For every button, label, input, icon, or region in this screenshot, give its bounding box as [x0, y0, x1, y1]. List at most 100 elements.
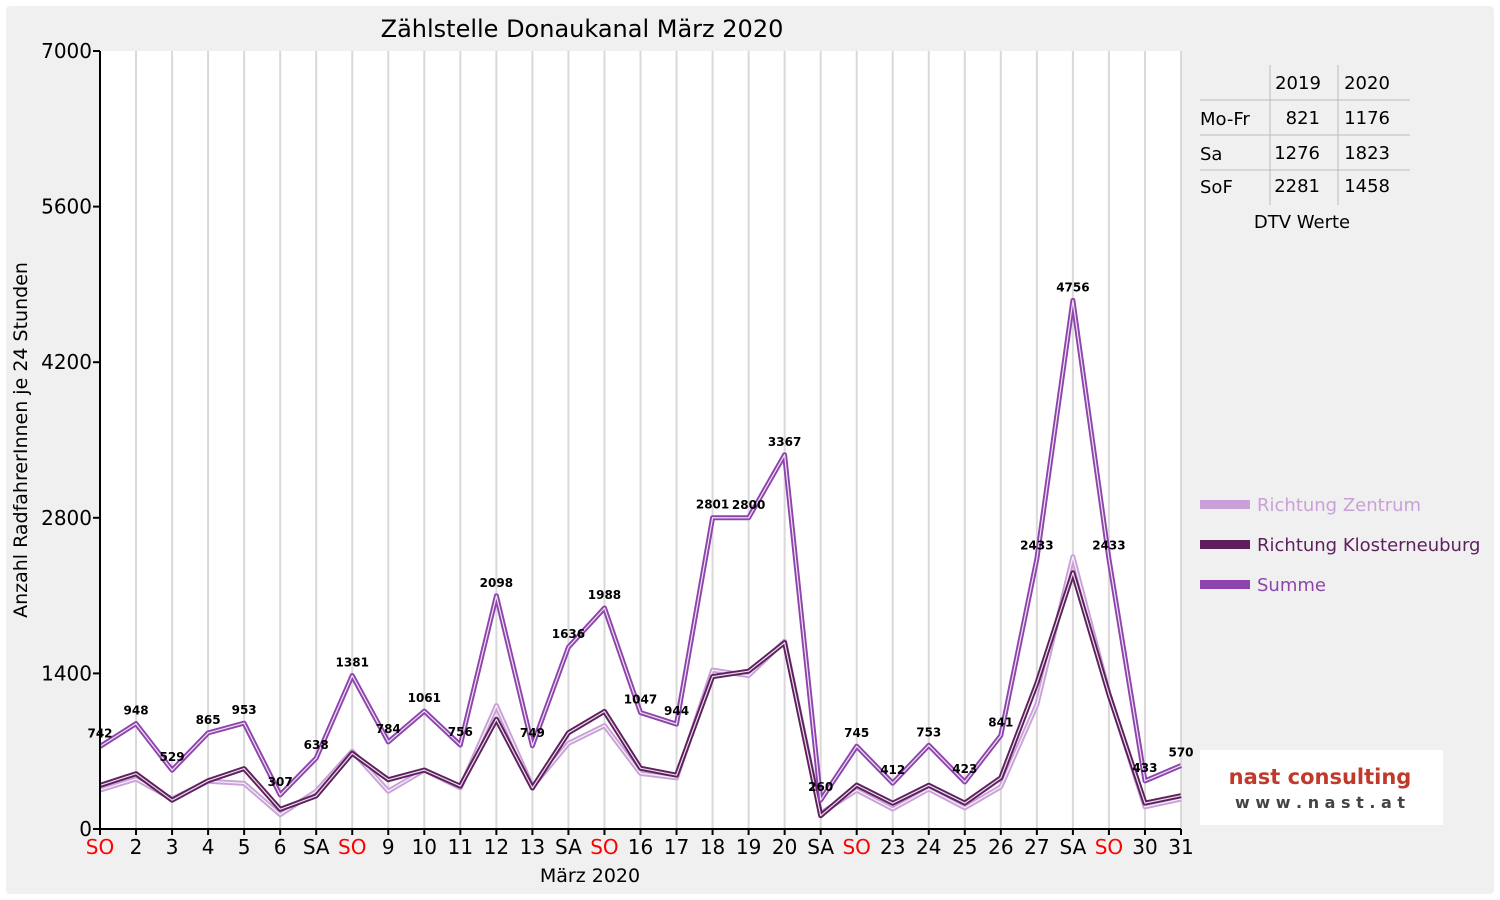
legend-label: Richtung Klosterneuburg [1257, 535, 1480, 556]
x-tick-label: 27 [1024, 835, 1049, 859]
data-label: 865 [196, 713, 221, 727]
x-tick-label: 9 [382, 835, 395, 859]
x-tick-label: 2 [130, 835, 143, 859]
x-tick-label: SA [1060, 835, 1087, 859]
legend-swatch [1200, 540, 1250, 549]
x-tick-label: 20 [772, 835, 797, 859]
x-tick-label: 19 [736, 835, 761, 859]
data-label: 4756 [1056, 280, 1089, 294]
table-cell: 1276 [1274, 143, 1320, 164]
table-row-label: Sa [1200, 144, 1222, 165]
nast-logo: nast consulting w w w . n a s t . a t [1200, 750, 1443, 825]
data-label: 638 [304, 738, 329, 752]
data-label: 412 [880, 763, 905, 777]
data-label: 784 [376, 722, 401, 736]
logo-box [1200, 750, 1443, 825]
data-label: 841 [988, 716, 1013, 730]
table-header: 2019 [1275, 73, 1321, 94]
data-label: 756 [448, 725, 473, 739]
table-cell: 1458 [1344, 176, 1390, 197]
x-tick-label: SO [338, 835, 366, 859]
data-label: 948 [124, 704, 149, 718]
x-tick-label: 4 [202, 835, 215, 859]
series-line-highlight-richtung-zentrum [99, 556, 1182, 816]
table-cell: 1176 [1344, 108, 1390, 129]
x-tick-label: SA [303, 835, 330, 859]
legend: Richtung Zentrum Richtung Klosterneuburg S… [1200, 495, 1480, 596]
y-tick-label: 5600 [41, 195, 92, 219]
x-tick-label: 31 [1168, 835, 1193, 859]
data-label: 3367 [768, 435, 801, 449]
y-axis-title: Anzahl RadfahrerInnen je 24 Stunden [10, 262, 32, 618]
table-cell: 821 [1286, 108, 1320, 129]
y-ticks: 0 1400 2800 4200 5600 7000 [41, 39, 100, 841]
table-caption: DTV Werte [1254, 212, 1350, 233]
x-tick-label: 23 [880, 835, 905, 859]
x-tick-label: 12 [484, 835, 509, 859]
data-label: 1047 [624, 693, 657, 707]
data-label: 2800 [732, 498, 765, 512]
y-tick-label: 2800 [41, 506, 92, 530]
logo-url: w w w . n a s t . a t [1235, 793, 1405, 812]
x-tick-label: SO [86, 835, 114, 859]
legend-label: Richtung Zentrum [1257, 495, 1421, 516]
x-tick-label: SA [807, 835, 834, 859]
legend-swatch [1200, 500, 1250, 509]
data-label: 1636 [552, 627, 585, 641]
series-line-highlight-richtung-klosterneuburg [99, 572, 1182, 817]
x-tick-label: 30 [1132, 835, 1157, 859]
x-tick-label: SO [1095, 835, 1123, 859]
data-label: 260 [808, 780, 833, 794]
series-layer [98, 297, 1182, 819]
data-label: 2098 [480, 576, 513, 590]
data-label: 2801 [696, 498, 729, 512]
x-axis-title: März 2020 [540, 865, 640, 887]
x-tick-label: 25 [952, 835, 977, 859]
data-label: 433 [1132, 761, 1157, 775]
y-tick-label: 7000 [41, 39, 92, 63]
table-header: 2020 [1344, 73, 1390, 94]
data-label: 753 [916, 725, 941, 739]
x-tick-label: SO [590, 835, 618, 859]
x-tick-label: 16 [628, 835, 653, 859]
legend-swatch [1200, 580, 1250, 589]
x-ticks: SO 2 3 4 5 6 SA SO 9 10 11 12 13 SA SO 16 17 18 19 20 SA SO 23… [86, 829, 1194, 859]
legend-label: Summe [1257, 575, 1326, 596]
logo-name: nast consulting [1229, 765, 1412, 789]
data-label: 1061 [408, 691, 441, 705]
data-label: 1988 [588, 588, 621, 602]
x-tick-label: SO [842, 835, 870, 859]
data-label: 749 [520, 726, 545, 740]
x-tick-label: 17 [664, 835, 689, 859]
x-tick-label: SA [555, 835, 582, 859]
data-label: 307 [268, 775, 293, 789]
x-tick-label: 6 [274, 835, 287, 859]
data-label: 570 [1168, 746, 1193, 760]
series-line-highlight-summe [99, 299, 1182, 801]
table-row-label: SoF [1200, 177, 1233, 198]
table-cell: 2281 [1274, 176, 1320, 197]
grid [135, 51, 1182, 829]
x-tick-label: 24 [916, 835, 941, 859]
data-label: 529 [160, 750, 185, 764]
data-label: 423 [952, 762, 977, 776]
x-tick-label: 3 [166, 835, 179, 859]
table-row-label: Mo-Fr [1200, 109, 1250, 130]
data-label: 953 [232, 703, 257, 717]
x-tick-label: 26 [988, 835, 1013, 859]
y-tick-label: 1400 [41, 661, 92, 685]
x-tick-label: 18 [700, 835, 725, 859]
data-labels: 7429485298659533076381381784106175620987… [87, 280, 1193, 794]
data-label: 2433 [1020, 539, 1053, 553]
x-tick-label: 10 [412, 835, 437, 859]
x-tick-label: 5 [238, 835, 251, 859]
table-cell: 1823 [1344, 143, 1390, 164]
data-label: 1381 [336, 656, 369, 670]
dtv-table: 2019 2020 Mo-Fr 821 1176 Sa 1276 1823 SoF 2281 145… [1200, 65, 1410, 233]
data-label: 944 [664, 704, 689, 718]
data-label: 2433 [1092, 539, 1125, 553]
y-tick-label: 0 [79, 817, 92, 841]
chart-title: Zählstelle Donaukanal März 2020 [381, 15, 784, 43]
x-tick-label: 11 [448, 835, 473, 859]
